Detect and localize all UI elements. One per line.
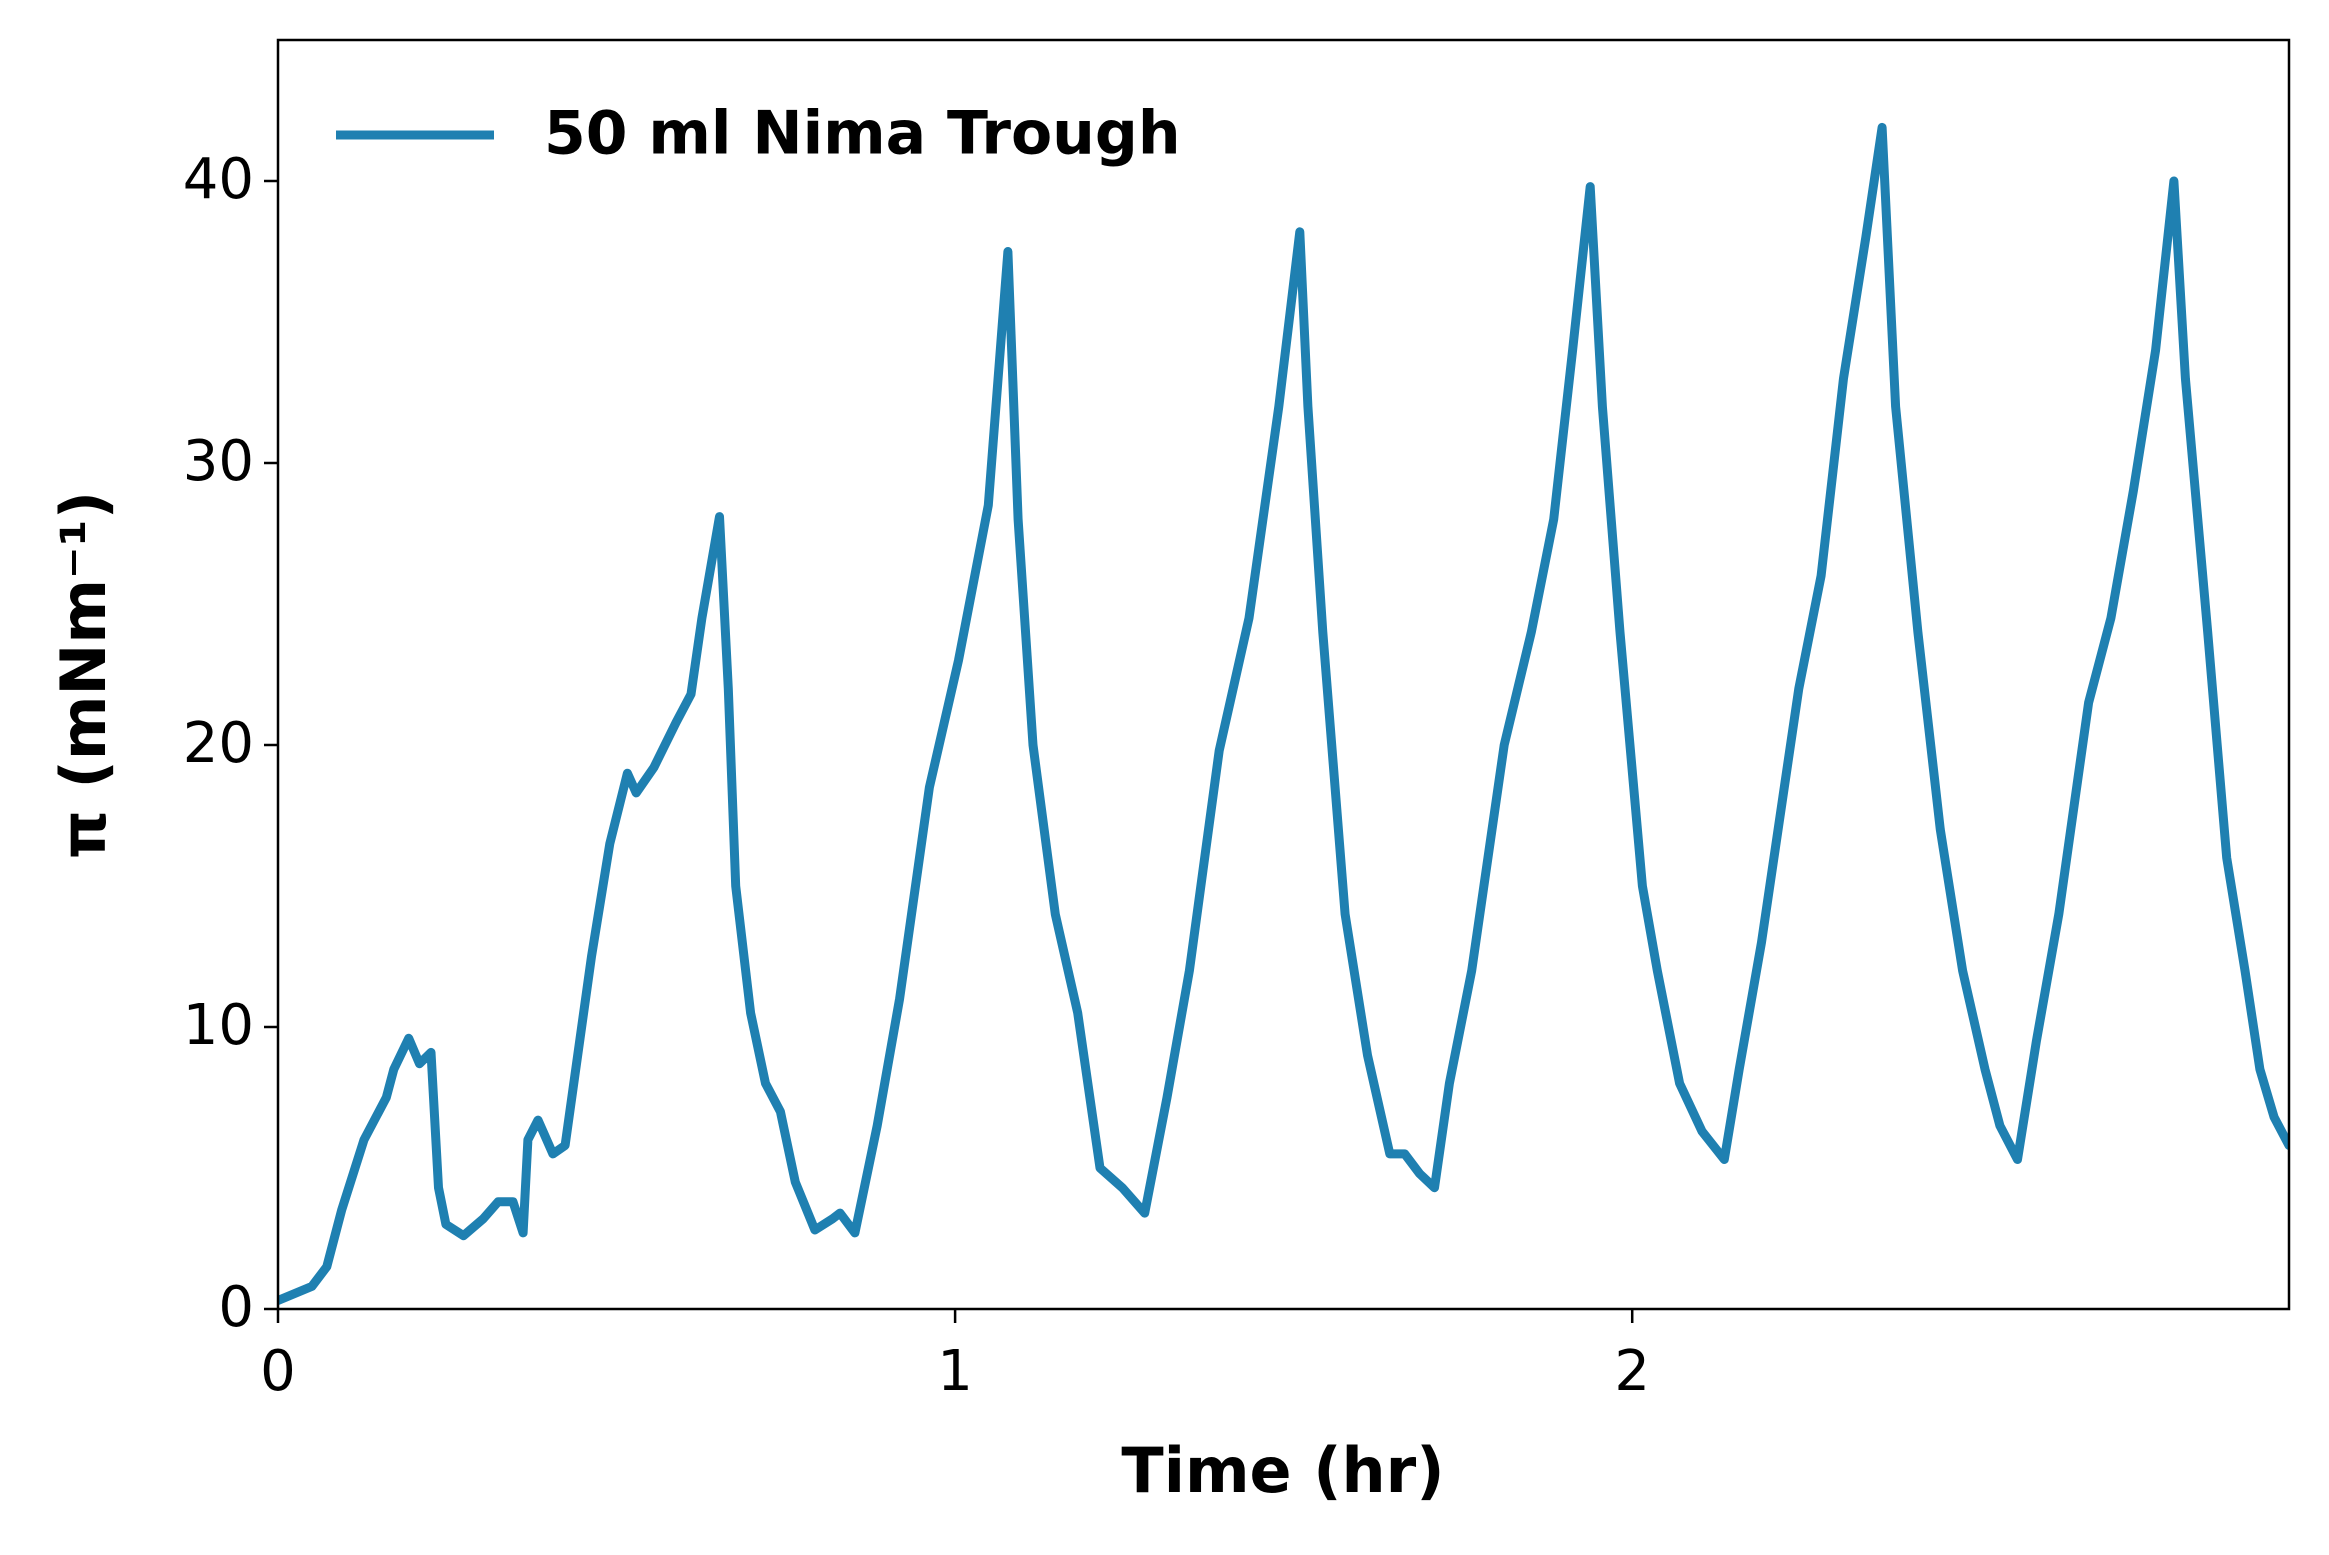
y-tick-label: 0	[218, 1275, 254, 1340]
x-axis-label: Time (hr)	[1121, 1434, 1444, 1507]
x-tick-label: 2	[1614, 1339, 1650, 1404]
y-tick-label: 30	[183, 429, 254, 494]
y-tick-label: 10	[183, 993, 254, 1058]
x-tick-label: 0	[260, 1339, 296, 1404]
y-axis-label: π (mNm⁻¹)	[47, 491, 120, 859]
y-tick-label: 20	[183, 711, 254, 776]
y-tick-label: 40	[183, 147, 254, 212]
data-line	[278, 122, 2289, 1305]
x-tick-label: 1	[937, 1339, 973, 1404]
legend-label: 50 ml Nima Trough	[544, 99, 1181, 169]
plot-frame	[276, 38, 2291, 1311]
